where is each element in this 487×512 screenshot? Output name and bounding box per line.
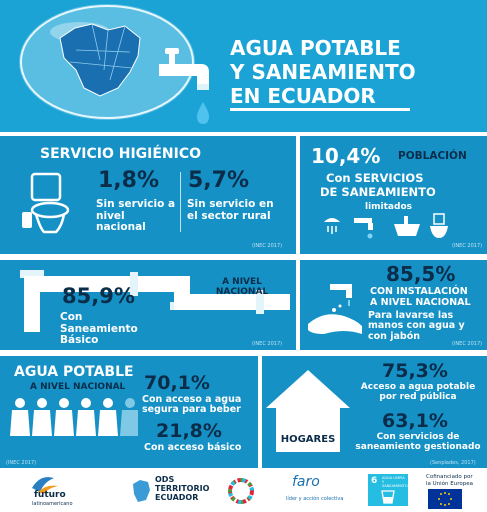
pct-basico-agua: 21,8%: [156, 420, 222, 442]
label-nacional: Sin servicio a nivel nacional: [96, 198, 176, 234]
higienico-title: SERVICIO HIGIÉNICO: [40, 146, 202, 162]
shower-icon: [324, 218, 340, 234]
label-lavado: Para lavarse las manos con agua y con ja…: [368, 310, 465, 342]
water-glass-icon: [381, 490, 395, 504]
pct-basico: 85,9%: [62, 284, 135, 308]
futuro-logo-icon: [32, 477, 58, 494]
label-gestionado: Con servicios de saneamiento gestionado: [355, 432, 481, 452]
label-basico-agua: Con acceso básico: [144, 442, 242, 453]
faucet-icon: [159, 48, 209, 124]
panel-servicio-higienico: [0, 136, 296, 254]
pct-poblacion: 10,4%: [311, 144, 381, 168]
title-line-1: AGUA POTABLE: [230, 36, 401, 60]
lavado-title2: A NIVEL NACIONAL: [370, 297, 471, 308]
ecuador-map-icon: [133, 480, 150, 502]
ods-line3: ECUADOR: [155, 493, 199, 502]
sdg6-number: 6: [371, 476, 378, 486]
label-rural: Sin servicio en el sector rural: [187, 198, 274, 222]
faro-logo: faro: [292, 474, 320, 490]
sink-icon: [394, 216, 420, 236]
ecuador-globe-illustration: [19, 4, 195, 120]
agua-title: AGUA POTABLE: [14, 364, 134, 380]
futuro-logo: futuro: [34, 490, 66, 500]
toilet-small-icon: [430, 213, 448, 238]
pct-rural: 5,7%: [188, 168, 250, 193]
eu-text-1: Cofinanciado por: [426, 474, 473, 480]
label-red: Acceso a agua potable por red pública: [360, 382, 476, 402]
panel-poblacion: [300, 136, 487, 254]
poblacion-line3: limitados: [365, 202, 412, 212]
people-icons: [10, 398, 138, 436]
poblacion-line2: DE SANEAMIENTO: [320, 185, 436, 199]
basico-nivel: A NIVEL NACIONAL: [215, 277, 269, 297]
faro-sub: líder y acción colectiva: [286, 496, 344, 502]
sdg-wheel-icon: [228, 478, 254, 504]
source-higienico: (INEC 2017): [252, 243, 283, 249]
label-basico: Con Saneamiento Básico: [60, 311, 138, 347]
handwashing-icon: [308, 284, 362, 334]
source-poblacion: (INEC 2017): [452, 243, 483, 249]
pct-gestionado: 63,1%: [382, 410, 448, 432]
title-line-2: Y SANEAMIENTO: [230, 60, 416, 84]
source-agua: (INEC 2017): [6, 460, 37, 466]
toilet-icon: [22, 172, 70, 234]
eu-flag-icon: [428, 489, 462, 509]
house-icon: [266, 370, 350, 452]
lavado-title1: CON INSTALACIÓN: [370, 286, 468, 297]
agua-subtitle: A NIVEL NACIONAL: [30, 382, 126, 392]
sdg6-text: AGUA LIMPIA Y SANEAMIENTO: [382, 476, 408, 488]
divider: [180, 172, 181, 232]
ods-line2: TERRITORIO: [155, 484, 210, 493]
pct-nacional: 1,8%: [98, 168, 160, 193]
source-lavado: (INEC 2017): [452, 341, 483, 347]
title-line-3: EN ECUADOR: [230, 84, 376, 108]
tap-icon: [354, 218, 373, 239]
panel-lavado-manos: [300, 260, 487, 350]
sanitation-icons: [324, 213, 448, 239]
title-underline: [230, 108, 410, 111]
label-segura: Con acceso a agua segura para beber: [142, 394, 242, 416]
pipe-illustration: [20, 270, 290, 332]
poblacion-line1: Con SERVICIOS: [326, 171, 424, 185]
ods-line1: ODS: [155, 475, 175, 484]
futuro-sub: latinoamericano: [32, 501, 73, 507]
source-basico: (INEC 2017): [252, 341, 283, 347]
pct-lavado: 85,5%: [386, 262, 456, 286]
hogares-label: HOGARES: [280, 434, 336, 445]
eu-text-2: la Unión Europea: [426, 481, 473, 487]
source-hogares: (Senplades, 2017): [430, 460, 476, 466]
pct-segura: 70,1%: [144, 372, 210, 394]
poblacion-word: POBLACIÓN: [398, 150, 467, 162]
pct-red: 75,3%: [382, 360, 448, 382]
